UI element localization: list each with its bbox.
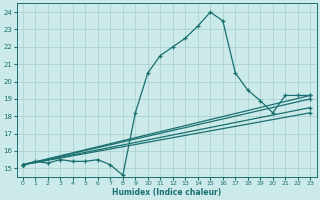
X-axis label: Humidex (Indice chaleur): Humidex (Indice chaleur) xyxy=(112,188,221,197)
